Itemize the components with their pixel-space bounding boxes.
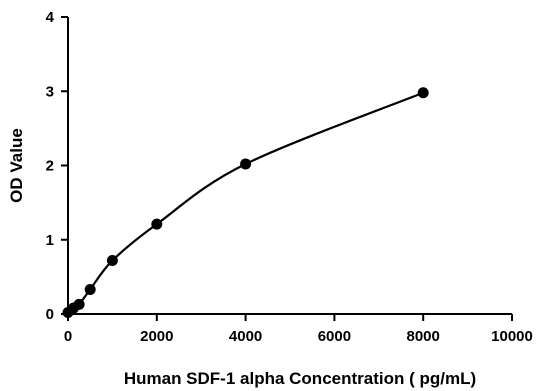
x-tick-label: 6000 [318, 328, 351, 345]
y-axis-title: OD Value [7, 128, 26, 203]
y-tick-label: 0 [46, 306, 54, 323]
axes [61, 16, 513, 321]
fit-curve [67, 91, 424, 314]
data-point [73, 298, 85, 310]
x-tick-label: 0 [64, 328, 72, 345]
data-point [151, 218, 163, 230]
data-point [417, 87, 429, 99]
x-tick-label: 2000 [140, 328, 173, 345]
data-point [84, 283, 96, 295]
x-tick-label: 8000 [407, 328, 440, 345]
fit-curve-layer [67, 91, 424, 314]
y-tick-label: 2 [46, 158, 54, 175]
axis-labels: 0 2000 4000 6000 8000 10000 0 1 2 3 4 Human SDF-1 a… [7, 9, 533, 388]
data-point [240, 158, 252, 170]
data-point [106, 255, 118, 267]
data-points [62, 87, 429, 319]
x-tick-label: 10000 [491, 328, 533, 345]
y-tick-label: 3 [46, 83, 54, 100]
x-axis-title: Human SDF-1 alpha Concentration ( pg/mL) [124, 369, 476, 388]
y-tick-label: 4 [46, 9, 55, 26]
x-tick-label: 4000 [229, 328, 262, 345]
y-tick-label: 1 [46, 232, 54, 249]
